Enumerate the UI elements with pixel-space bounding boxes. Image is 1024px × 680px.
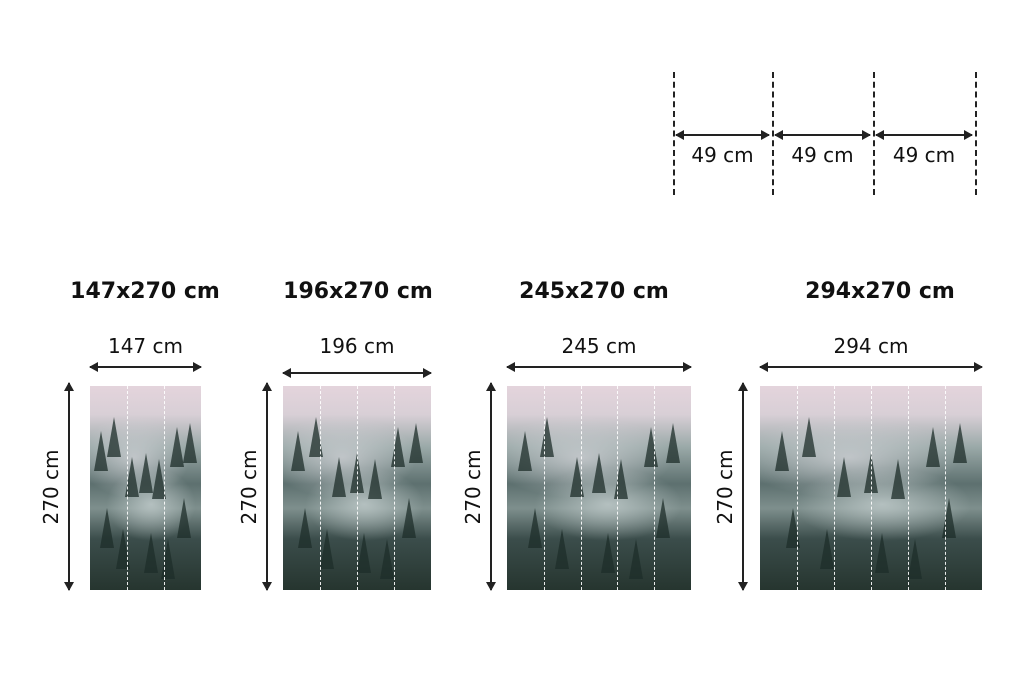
- strip-guide-dashed-line: [772, 72, 774, 195]
- panel-title: 245x270 cm: [519, 279, 669, 304]
- panel-width-arrow: [759, 362, 983, 372]
- tree-shape: [367, 459, 382, 500]
- tree-shape: [177, 498, 192, 539]
- strip-guide-dashed-line: [975, 72, 977, 195]
- tree-shape: [941, 498, 956, 539]
- tree-shape: [308, 416, 323, 457]
- panel-height-label: 270 cm: [713, 449, 737, 525]
- strip-divider-line: [871, 386, 872, 590]
- panel-height-arrow: [64, 382, 74, 591]
- tree-shape: [169, 426, 184, 467]
- panel-width-arrow: [506, 362, 692, 372]
- tree-shape: [182, 422, 197, 463]
- tree-shape: [656, 498, 671, 539]
- tree-shape: [665, 422, 680, 463]
- tree-shape: [94, 430, 109, 471]
- panel-height-label: 270 cm: [39, 449, 63, 525]
- tree-shape: [786, 508, 801, 549]
- tree-shape: [116, 528, 131, 569]
- forest-mural-image: [283, 386, 431, 590]
- tree-shape: [144, 532, 159, 573]
- panel-width-label: 245 cm: [561, 334, 637, 358]
- panel-height-label: 270 cm: [461, 449, 485, 525]
- tree-shape: [518, 430, 533, 471]
- panel-height-arrow: [486, 382, 496, 591]
- strip-divider-line: [834, 386, 835, 590]
- panel-width-label: 147 cm: [107, 334, 183, 358]
- strip-divider-line: [543, 386, 545, 590]
- strip-guide-dashed-line: [673, 72, 675, 195]
- tree-shape: [298, 508, 313, 549]
- tree-shape: [332, 457, 347, 498]
- tree-shape: [151, 459, 166, 500]
- strip-width-arrow: [774, 130, 871, 140]
- tree-shape: [107, 416, 122, 457]
- panel-title: 294x270 cm: [805, 279, 955, 304]
- strip-divider-line: [797, 386, 798, 590]
- tree-shape: [401, 498, 416, 539]
- strip-divider-line: [357, 386, 358, 590]
- panel-width-label: 196 cm: [319, 334, 395, 358]
- tree-shape: [379, 539, 394, 579]
- strip-divider-line: [320, 386, 321, 590]
- panel-height-label: 270 cm: [237, 449, 261, 525]
- tree-shape: [569, 457, 584, 498]
- strip-divider-line: [580, 386, 582, 590]
- forest-mural-image: [90, 386, 201, 590]
- tree-shape: [875, 532, 890, 573]
- tree-shape: [99, 508, 114, 549]
- tree-shape: [540, 416, 555, 457]
- tree-shape: [628, 539, 643, 579]
- strip-width-arrow: [675, 130, 770, 140]
- tree-shape: [555, 528, 570, 569]
- panel-height-arrow: [738, 382, 748, 591]
- strip-divider-line: [654, 386, 656, 590]
- tree-shape: [409, 422, 424, 463]
- tree-shape: [801, 416, 816, 457]
- tree-shape: [138, 453, 153, 494]
- strip-divider-line: [945, 386, 946, 590]
- tree-shape: [357, 532, 372, 573]
- tree-shape: [819, 528, 834, 569]
- forest-mural-image: [507, 386, 691, 590]
- strip-divider-line: [127, 386, 128, 590]
- tree-shape: [775, 430, 790, 471]
- panel-title: 196x270 cm: [283, 279, 433, 304]
- strip-divider-line: [908, 386, 909, 590]
- panel-height-arrow: [262, 382, 272, 591]
- panel-width-label: 294 cm: [833, 334, 909, 358]
- panel-title: 147x270 cm: [70, 279, 220, 304]
- tree-shape: [614, 459, 629, 500]
- tree-shape: [290, 430, 305, 471]
- tree-shape: [926, 426, 941, 467]
- tree-shape: [908, 539, 923, 579]
- strip-width-label: 49 cm: [892, 143, 956, 167]
- tree-shape: [837, 457, 852, 498]
- forest-mural-image: [760, 386, 982, 590]
- strip-width-label: 49 cm: [691, 143, 754, 167]
- strip-width-arrow: [875, 130, 973, 140]
- tree-shape: [527, 508, 542, 549]
- tree-shape: [890, 459, 905, 500]
- strip-width-label: 49 cm: [791, 143, 854, 167]
- tree-shape: [160, 539, 175, 579]
- strip-divider-line: [394, 386, 395, 590]
- tree-shape: [601, 532, 616, 573]
- tree-shape: [592, 453, 606, 494]
- strip-divider-line: [164, 386, 165, 590]
- panel-width-arrow: [89, 362, 202, 372]
- tree-shape: [320, 528, 335, 569]
- tree-shape: [952, 422, 967, 463]
- panel-width-arrow: [282, 368, 432, 378]
- tree-shape: [643, 426, 658, 467]
- strip-guide-dashed-line: [873, 72, 875, 195]
- strip-divider-line: [617, 386, 619, 590]
- tree-shape: [125, 457, 140, 498]
